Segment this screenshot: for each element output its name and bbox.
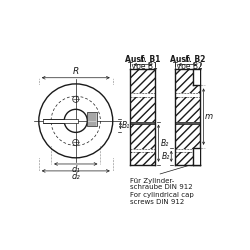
Text: Ausf. B2: Ausf. B2: [170, 55, 205, 64]
Bar: [130, 68, 155, 93]
Text: schraube DIN 912: schraube DIN 912: [130, 184, 193, 190]
Bar: [175, 97, 200, 122]
Text: B₁: B₁: [122, 121, 130, 130]
Text: b: b: [140, 55, 145, 64]
Bar: [175, 93, 200, 97]
Bar: [175, 68, 200, 93]
Bar: [130, 122, 155, 124]
Bar: [43, 119, 78, 123]
Text: Type B1: Type B1: [128, 62, 158, 70]
Bar: [130, 152, 155, 165]
Bar: [130, 93, 155, 97]
Bar: [193, 148, 200, 165]
Bar: [130, 124, 155, 148]
Bar: [175, 148, 200, 152]
Text: screws DIN 912: screws DIN 912: [130, 199, 185, 205]
Bar: [87, 112, 97, 126]
Text: Ausf. B1: Ausf. B1: [125, 55, 160, 64]
Bar: [193, 68, 200, 86]
Bar: [175, 122, 200, 124]
Bar: [130, 97, 155, 122]
Text: m: m: [205, 112, 213, 121]
Bar: [130, 148, 155, 152]
Bar: [175, 124, 200, 148]
Bar: [175, 152, 200, 165]
Text: Type B2: Type B2: [172, 62, 202, 70]
Text: Für Zylinder-: Für Zylinder-: [130, 178, 175, 184]
Text: d₂: d₂: [72, 172, 80, 181]
Text: R: R: [73, 67, 79, 76]
Text: d₁: d₁: [72, 165, 80, 174]
Text: b: b: [185, 55, 190, 64]
Text: B₂: B₂: [162, 152, 170, 161]
Text: B₂: B₂: [161, 139, 170, 148]
Text: For cylindrical cap: For cylindrical cap: [130, 192, 194, 198]
